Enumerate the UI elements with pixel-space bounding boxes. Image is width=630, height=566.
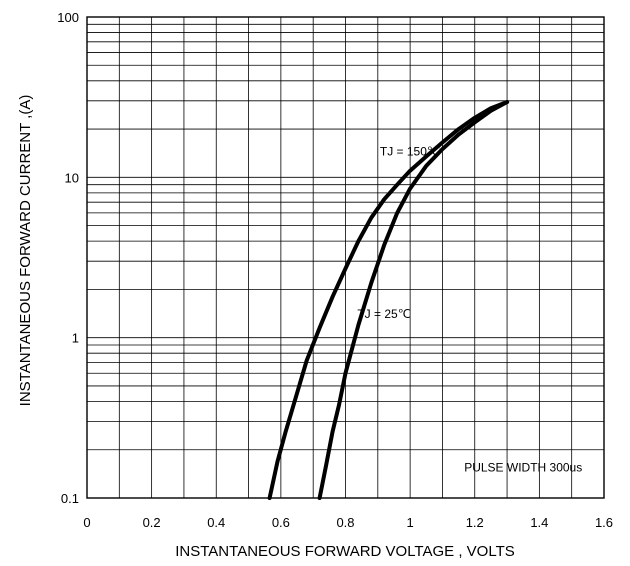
x-tick-label: 0.6 <box>272 515 290 530</box>
x-tick-label: 0.4 <box>207 515 225 530</box>
x-tick-label: 1.4 <box>530 515 548 530</box>
x-tick-label: 1.6 <box>595 515 613 530</box>
y-tick-label: 10 <box>65 170 79 185</box>
x-tick-label: 0.2 <box>143 515 161 530</box>
plot-frame <box>86 16 605 499</box>
y-tick-label: 100 <box>57 10 79 25</box>
annotations: TJ = 150℃ TJ = 25℃ PULSE WIDTH 300us <box>357 144 582 474</box>
x-tick-label: 1 <box>407 515 414 530</box>
annotation-label: TJ = 150℃ <box>380 144 441 158</box>
y-tick-labels: 0.1 1 10 100 <box>57 10 79 506</box>
y-tick-label: 1 <box>72 331 79 346</box>
x-tick-label: 0.8 <box>336 515 354 530</box>
series-line-tj-25 <box>317 100 510 500</box>
series-curves <box>267 100 510 500</box>
x-axis-title: INSTANTANEOUS FORWARD VOLTAGE , VOLTS <box>175 543 515 560</box>
y-axis-title: INSTANTANEOUS FORWARD CURRENT ,(A) <box>17 95 34 407</box>
annotation-label: TJ = 25℃ <box>357 307 411 321</box>
series-line-tj-150 <box>267 100 510 500</box>
x-tick-labels: 0 0.2 0.4 0.6 0.8 1 1.2 1.4 1.6 <box>83 515 613 530</box>
x-tick-label: 0 <box>83 515 90 530</box>
x-tick-label: 1.2 <box>466 515 484 530</box>
y-tick-label: 0.1 <box>61 491 79 506</box>
annotation-label: PULSE WIDTH 300us <box>464 460 582 474</box>
grid-lines <box>87 17 604 498</box>
